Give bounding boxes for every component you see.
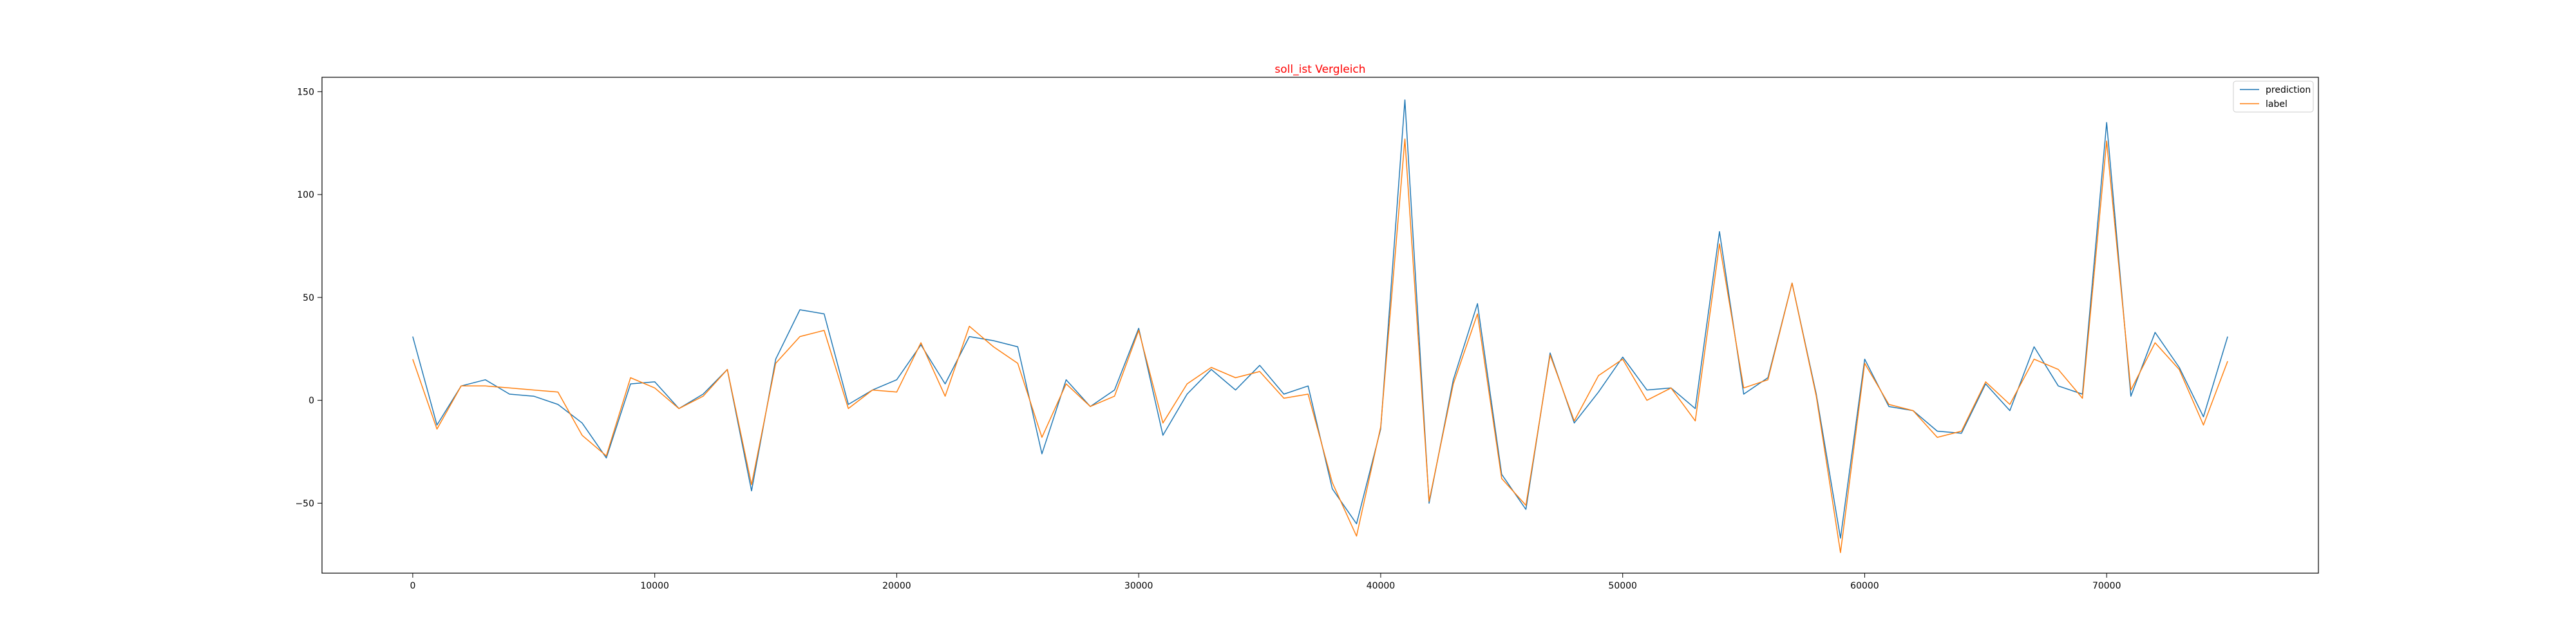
x-tick-label: 30000 [1124,581,1153,591]
x-tick-label: 20000 [882,581,911,591]
axes-frame [321,77,2319,574]
y-axis: −50 0 50 100 150 [295,87,322,509]
y-tick-label: −50 [295,498,314,509]
x-axis: 0 10000 20000 30000 40000 50000 60000 70000 [410,573,2121,591]
legend-frame [2233,80,2314,113]
y-tick-label: 150 [297,87,314,97]
x-tick-label: 10000 [640,581,669,591]
y-tick-label: 0 [308,396,314,406]
legend-label-prediction: prediction [2266,85,2311,95]
legend: prediction label [2233,80,2314,113]
y-tick-label: 50 [303,293,314,303]
plot-area [412,99,2228,553]
x-tick-label: 0 [410,581,415,591]
y-tick-label: 100 [297,190,314,200]
chart-title: soll_ist Vergleich [1274,63,1365,76]
series-line-label [412,138,2228,553]
legend-label-label: label [2266,99,2287,109]
x-tick-label: 50000 [1608,581,1637,591]
x-tick-label: 60000 [1850,581,1879,591]
x-tick-label: 40000 [1367,581,1396,591]
x-tick-label: 70000 [2092,581,2121,591]
